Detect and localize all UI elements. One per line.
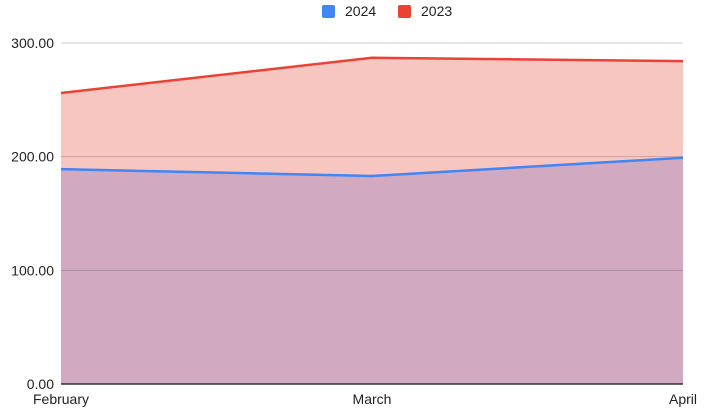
y-tick-label-3: 300.00 [11, 35, 54, 51]
legend-label-2024: 2024 [345, 3, 376, 19]
plot-areas [61, 57, 683, 384]
legend-swatch-2023 [398, 5, 411, 18]
legend-label-2023: 2023 [421, 3, 452, 19]
axes: 0.00 100.00 200.00 300.00 February March April [11, 35, 697, 407]
series-lines [60, 56, 684, 178]
legend-swatch-2024 [322, 5, 335, 18]
x-tick-label-March: March [353, 391, 392, 407]
y-tick-label-1: 100.00 [11, 262, 54, 278]
area-fill-2024 [61, 157, 683, 384]
gridlines [61, 42, 683, 271]
legend: 2024 2023 [322, 3, 452, 19]
y-tick-label-2: 200.00 [11, 149, 54, 165]
y-tick-label-0: 0.00 [27, 376, 54, 392]
x-tick-label-February: February [33, 391, 89, 407]
x-tick-label-April: April [669, 391, 697, 407]
